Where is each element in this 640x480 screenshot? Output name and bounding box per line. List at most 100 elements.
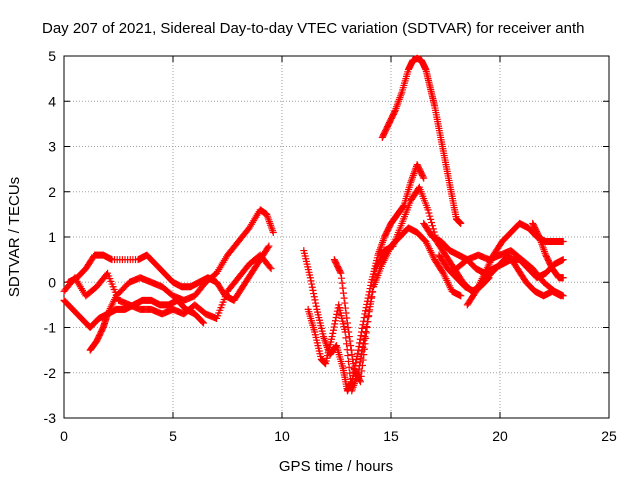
data-point [344,352,352,360]
data-point [311,296,319,304]
y-tick-label: 1 [48,229,56,245]
data-points [60,54,567,395]
data-point [330,323,338,331]
data-point [331,317,339,325]
data-point [356,339,364,347]
data-point [332,314,340,322]
x-tick-label: 15 [383,428,399,444]
data-point [346,369,354,377]
data-point [369,282,377,290]
data-point [343,314,351,322]
data-point [329,326,337,334]
series-track-1 [60,251,275,322]
data-point [360,351,368,359]
data-point [354,349,362,357]
data-point [362,329,370,337]
data-point [356,376,364,384]
series-track-12 [452,247,567,300]
x-axis-label: GPS time / hours [279,458,393,475]
data-point [348,351,356,359]
data-point [399,202,407,210]
series-track-3 [86,206,277,354]
series-track-7 [330,183,493,386]
data-point [361,340,369,348]
data-point [358,324,366,332]
data-point [428,222,436,230]
data-point [339,289,347,297]
data-point [349,355,357,363]
data-point [312,302,320,310]
y-tick-label: 0 [48,274,56,290]
data-point [358,367,366,375]
data-point [367,300,375,308]
data-point [266,263,274,271]
data-point [347,342,355,350]
data-point [429,225,437,233]
data-point [344,324,352,331]
data-point [457,292,465,300]
data-point [420,174,428,182]
data-point [360,314,368,322]
data-point [419,173,427,181]
y-tick-label: 5 [48,48,56,64]
y-axis: -3 -2 -1 0 1 2 3 4 5 [44,48,609,426]
data-point [362,334,370,342]
data-point [346,337,354,345]
data-point [345,328,353,336]
x-tick-label: 0 [60,428,68,444]
data-point [359,321,367,329]
data-point [355,343,363,351]
series-track-13 [529,219,567,282]
data-point [428,219,436,227]
data-point [331,320,339,328]
data-point [366,306,374,314]
data-point [310,290,318,298]
data-point [308,283,316,291]
x-tick-label: 20 [492,428,508,444]
data-point [559,238,567,246]
y-tick-label: 2 [48,184,56,200]
x-tick-label: 5 [169,428,177,444]
data-point [357,372,365,380]
data-point [356,378,364,386]
data-point [367,294,375,302]
data-point [457,219,465,227]
data-point [427,215,435,223]
data-point [329,329,337,337]
y-tick-label: -1 [44,320,57,336]
data-point [358,362,366,370]
series-track-8 [378,54,465,227]
x-tick-label: 10 [274,428,290,444]
data-point [368,288,376,296]
data-point [309,286,317,294]
data-point [269,228,277,236]
data-point [344,357,352,365]
data-point [264,243,272,251]
data-point [361,307,369,315]
data-point [425,209,433,217]
data-point [341,299,349,307]
data-point [364,318,372,326]
data-point [345,363,353,371]
y-tick-label: 3 [48,139,56,155]
data-point [307,277,315,285]
data-point [333,310,341,318]
data-point [365,312,373,320]
data-point [356,335,364,343]
y-axis-label: SDTVAR / TECUs [6,177,23,297]
data-point [357,332,365,340]
data-point [371,271,379,279]
data-point [353,352,361,360]
data-point [337,269,345,277]
grid-lines [64,56,609,418]
data-point [349,360,357,368]
data-point [199,318,207,326]
data-point [391,108,399,116]
data-point [341,304,349,312]
data-point [342,309,350,317]
chart-title: Day 207 of 2021, Sidereal Day-to-day VTE… [42,20,584,37]
data-point [354,346,362,354]
data-point [312,299,320,307]
data-point [347,346,355,354]
series-track-4 [64,242,273,304]
